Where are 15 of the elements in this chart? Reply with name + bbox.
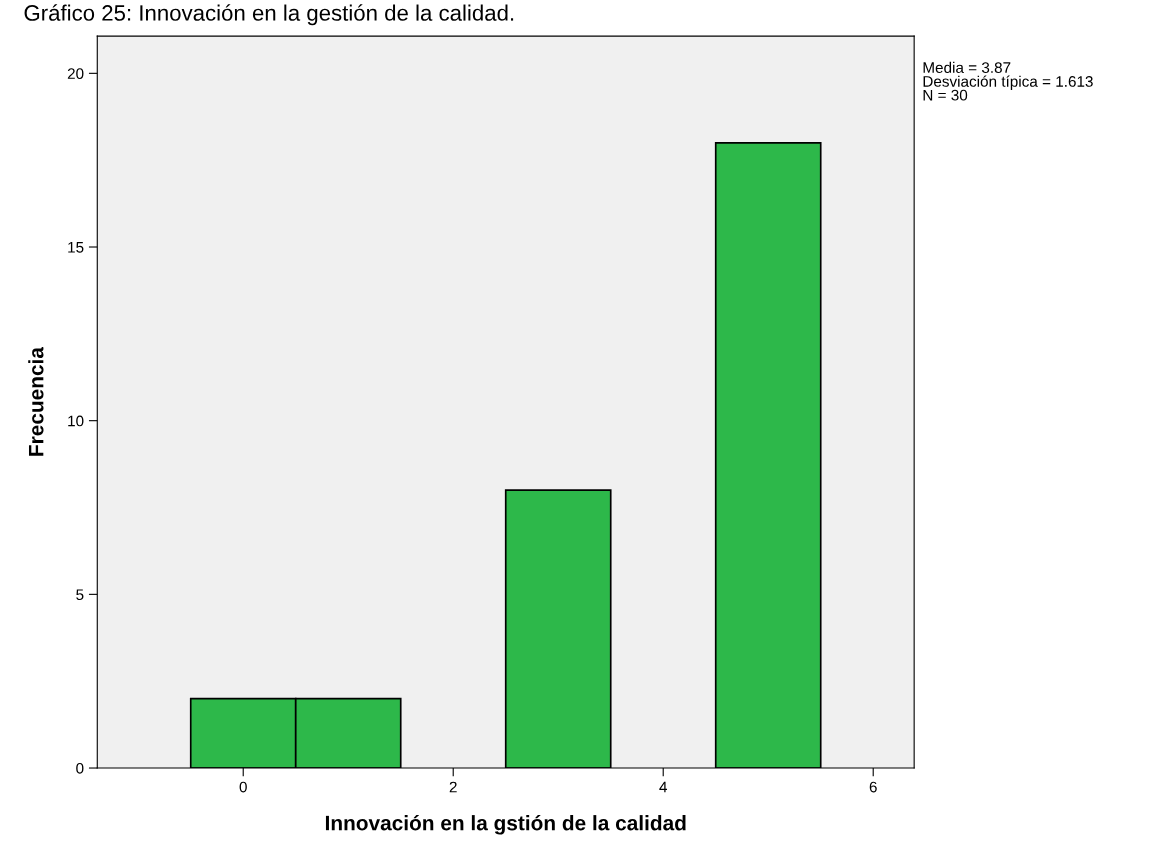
x-axis-title: Innovación en la gstión de la calidad [325, 814, 686, 835]
y-tick-label: 5 [76, 589, 84, 601]
text: N = 30 [923, 89, 968, 101]
x-tick-label: 6 [869, 781, 877, 793]
y-axis-title: Frecuencia [28, 346, 44, 456]
x-tick-label: 2 [449, 781, 457, 793]
y-tick-label: 0 [76, 762, 84, 774]
y-tick-label: 15 [68, 242, 84, 253]
text: Media = 3.87 [923, 61, 1011, 73]
text: Desviación típica = 1.613 [923, 75, 1093, 90]
y-tick-label: 20 [67, 68, 84, 80]
y-tick-label: 10 [68, 415, 84, 427]
x-tick-label: 0 [239, 781, 247, 793]
chart-title: Gráfico 25: Innovación en la gestión de la calidad. [24, 4, 514, 26]
x-tick-label: 4 [659, 781, 668, 793]
